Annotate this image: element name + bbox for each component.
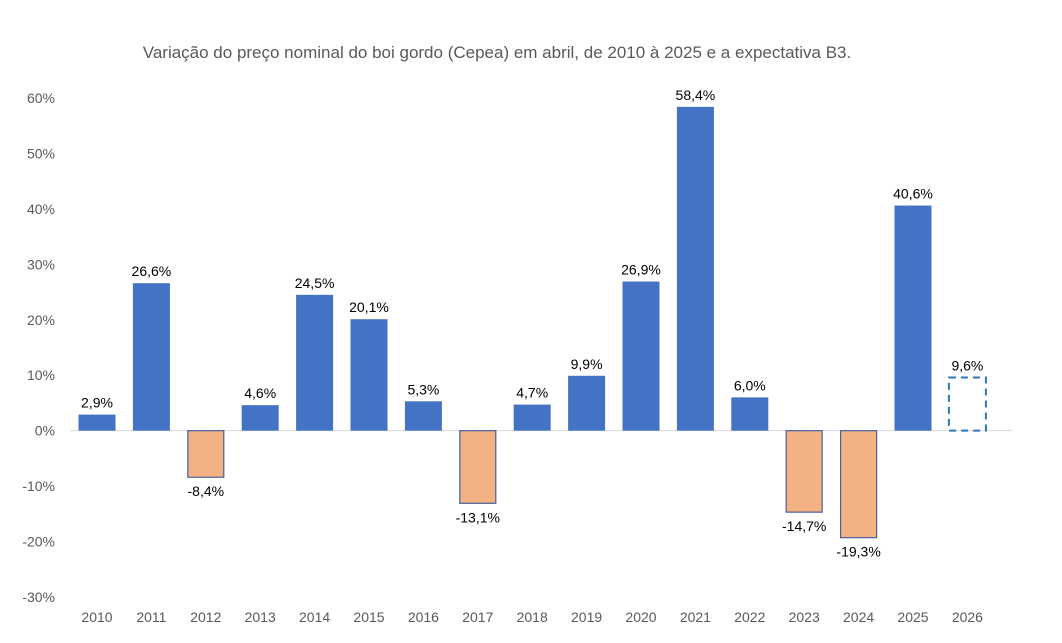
x-tick-label-2017: 2017 — [462, 609, 493, 625]
bar-2022 — [731, 397, 769, 431]
x-tick-label-2019: 2019 — [571, 609, 602, 625]
x-tick-label-2014: 2014 — [299, 609, 330, 625]
data-label-2020: 26,9% — [621, 262, 661, 278]
data-label-2022: 6,0% — [734, 377, 766, 393]
bar-2016 — [404, 401, 442, 431]
y-tick-label: 20% — [27, 312, 55, 328]
data-label-2010: 2,9% — [81, 395, 113, 411]
chart-title: Variação do preço nominal do boi gordo (… — [143, 43, 851, 62]
bar-2017 — [459, 430, 497, 504]
x-tick-label-2023: 2023 — [789, 609, 820, 625]
y-tick-label: -20% — [22, 534, 55, 550]
data-label-2013: 4,6% — [244, 385, 276, 401]
x-tick-label-2026: 2026 — [952, 609, 983, 625]
x-tick-label-2015: 2015 — [353, 609, 384, 625]
data-label-2026: 9,6% — [951, 357, 983, 373]
x-tick-label-2021: 2021 — [680, 609, 711, 625]
data-labels: 2,9% 26,6% -8,4% 4,6% 24,5% 20,1% 5,3% -13,1% 4,… — [81, 87, 983, 560]
x-tick-label-2013: 2013 — [245, 609, 276, 625]
bar-2021 — [676, 106, 714, 431]
bar-2018 — [513, 404, 551, 431]
data-label-2015: 20,1% — [349, 299, 389, 315]
bar-2011 — [132, 283, 170, 431]
bar-2013 — [241, 405, 279, 431]
bar-2014 — [296, 294, 334, 431]
data-label-2018: 4,7% — [516, 385, 548, 401]
data-label-2024: -19,3% — [836, 544, 880, 560]
data-label-2021: 58,4% — [676, 87, 716, 103]
y-tick-label: -30% — [22, 589, 55, 605]
y-tick-label: 40% — [27, 201, 55, 217]
bar-2023 — [785, 430, 823, 513]
y-tick-label: 60% — [27, 90, 55, 106]
x-tick-label-2011: 2011 — [136, 609, 166, 625]
x-tick-label-2010: 2010 — [81, 609, 112, 625]
bar-2012 — [187, 430, 225, 478]
bar-2020 — [622, 281, 660, 431]
x-tick-label-2016: 2016 — [408, 609, 439, 625]
data-label-2011: 26,6% — [132, 263, 172, 279]
y-tick-label: -10% — [22, 478, 55, 494]
data-label-2016: 5,3% — [407, 381, 439, 397]
x-tick-label-2022: 2022 — [734, 609, 765, 625]
y-tick-label: 0% — [35, 423, 55, 439]
x-tick-label-2025: 2025 — [897, 609, 928, 625]
x-tick-label-2020: 2020 — [625, 609, 656, 625]
bar-2026-projection — [947, 376, 987, 432]
y-tick-label: 50% — [27, 145, 55, 161]
data-label-2012: -8,4% — [188, 483, 225, 499]
y-tick-label: 30% — [27, 256, 55, 272]
x-tick-label-2024: 2024 — [843, 609, 874, 625]
bar-2019 — [568, 375, 606, 431]
x-axis: 2010 2011 2012 2013 2014 2015 2016 2017 2018 2019… — [81, 609, 983, 625]
data-label-2023: -14,7% — [782, 518, 826, 534]
data-label-2014: 24,5% — [295, 275, 335, 291]
bars — [78, 106, 987, 539]
data-label-2019: 9,9% — [571, 356, 603, 372]
bar-2024 — [839, 430, 878, 539]
x-tick-label-2018: 2018 — [517, 609, 548, 625]
bar-2015 — [350, 319, 388, 431]
data-label-2017: -13,1% — [456, 509, 500, 525]
y-tick-label: 10% — [27, 367, 55, 383]
data-label-2025: 40,6% — [893, 186, 933, 202]
bar-2010 — [78, 414, 116, 431]
x-tick-label-2012: 2012 — [190, 609, 221, 625]
bar-2025 — [894, 205, 932, 431]
y-axis: 60% 50% 40% 30% 20% 10% 0% -10% -20% -30% — [22, 90, 55, 605]
